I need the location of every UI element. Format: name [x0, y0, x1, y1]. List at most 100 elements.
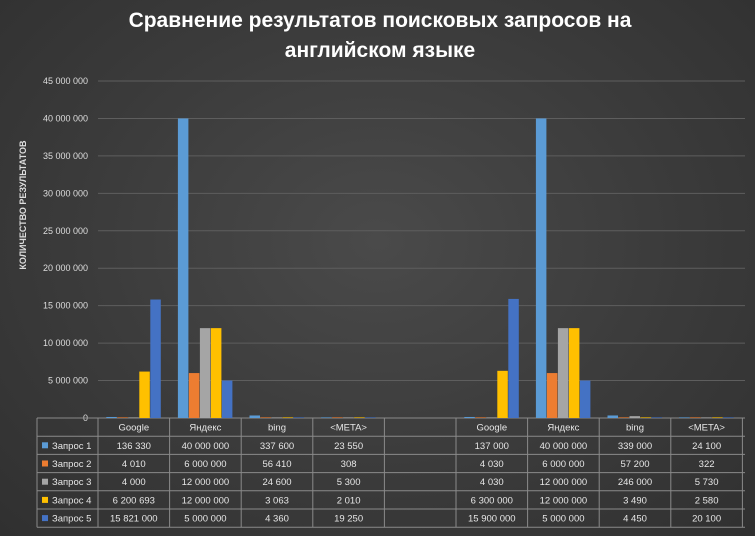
table-cell: 24 100 — [692, 441, 721, 452]
legend-label-1: Запрос 1 — [52, 441, 91, 452]
bar — [117, 417, 128, 418]
table-cell: 2 580 — [695, 495, 719, 506]
bar — [106, 416, 117, 418]
table-cell: 4 360 — [265, 514, 289, 525]
bar — [486, 417, 497, 418]
chart-title: Сравнение результатов поисковых запросов… — [60, 6, 700, 66]
table-cell: 246 000 — [618, 477, 652, 488]
legend-label-2: Запрос 2 — [52, 459, 91, 470]
bar — [629, 416, 640, 418]
bar — [282, 417, 293, 418]
x-category-label: Google — [118, 423, 149, 434]
table-cell: 5 300 — [337, 477, 361, 488]
bar — [271, 417, 282, 418]
bar — [139, 371, 150, 418]
legend-key-5 — [42, 515, 48, 522]
bar — [475, 417, 486, 418]
y-tick-label: 5 000 000 — [48, 376, 88, 386]
table-cell: 40 000 000 — [182, 441, 230, 452]
y-tick-label: 20 000 000 — [43, 263, 88, 273]
legend-key-4 — [42, 496, 48, 503]
table-cell: 6 300 000 — [471, 495, 513, 506]
bar — [723, 417, 734, 418]
table-cell: 4 030 — [480, 459, 504, 470]
bar — [293, 417, 304, 418]
legend-key-2 — [42, 460, 48, 467]
table-cell: 2 010 — [337, 495, 361, 506]
table-cell: 3 490 — [623, 495, 647, 506]
table-cell: 15 821 000 — [110, 514, 158, 525]
bar — [618, 417, 629, 418]
table-cell: 339 000 — [618, 441, 652, 452]
bar — [557, 328, 569, 418]
legend-label-3: Запрос 3 — [52, 477, 91, 488]
table-cell: 337 600 — [260, 441, 294, 452]
table-cell: 12 000 000 — [182, 477, 230, 488]
bar — [210, 328, 222, 418]
table-cell: 4 450 — [623, 514, 647, 525]
table-cell: 19 250 — [334, 514, 363, 525]
table-cell: 308 — [341, 459, 357, 470]
table-cell: 4 010 — [122, 459, 146, 470]
bar — [579, 380, 591, 418]
legend-key-3 — [42, 478, 48, 485]
chart-title-line-1: Сравнение результатов поисковых запросов… — [128, 9, 632, 32]
bar — [464, 416, 475, 418]
bar — [354, 417, 365, 418]
bar — [712, 417, 723, 418]
bar — [701, 417, 712, 418]
table-cell: 57 200 — [620, 459, 649, 470]
bar — [332, 417, 343, 418]
bar — [679, 417, 690, 418]
bar — [651, 417, 662, 418]
table-cell: 6 200 693 — [113, 495, 155, 506]
y-tick-label: 30 000 000 — [43, 188, 88, 198]
bar — [177, 118, 189, 418]
bar — [221, 380, 233, 418]
y-tick-label: 35 000 000 — [43, 151, 88, 161]
table-cell: 6 000 000 — [542, 459, 584, 470]
table-cell: 6 000 000 — [184, 459, 226, 470]
table-cell: 20 100 — [692, 514, 721, 525]
bar — [249, 415, 260, 418]
bar — [497, 370, 508, 418]
x-category-label: bing — [626, 423, 644, 434]
bar — [690, 417, 701, 418]
x-category-label: Яндекс — [189, 423, 221, 434]
bar — [188, 373, 200, 418]
table-cell: 4 030 — [480, 477, 504, 488]
chart-title-line-2: английском языке — [284, 39, 476, 62]
y-tick-label: 25 000 000 — [43, 226, 88, 236]
bar — [508, 298, 519, 418]
legend-label-4: Запрос 4 — [52, 495, 91, 506]
table-cell: 5 000 000 — [542, 514, 584, 525]
y-tick-label: 40 000 000 — [43, 113, 88, 123]
x-category-label: Яндекс — [547, 423, 579, 434]
x-category-label: bing — [268, 423, 286, 434]
table-cell: 12 000 000 — [182, 495, 230, 506]
bar — [365, 417, 376, 418]
legend-label-5: Запрос 5 — [52, 514, 91, 525]
x-category-label: <META> — [688, 423, 725, 434]
bar — [343, 417, 354, 418]
bar — [568, 328, 580, 418]
table-cell: 322 — [699, 459, 715, 470]
table-cell: 137 000 — [475, 441, 509, 452]
bar — [607, 415, 618, 418]
table-cell: 136 330 — [117, 441, 151, 452]
table-cell: 12 000 000 — [540, 477, 588, 488]
x-category-label: Google — [476, 423, 507, 434]
x-category-label: <META> — [330, 423, 367, 434]
table-cell: 24 600 — [262, 477, 291, 488]
y-tick-label: 15 000 000 — [43, 301, 88, 311]
bar — [128, 417, 139, 418]
bar — [150, 299, 161, 418]
table-cell: 4 000 — [122, 477, 146, 488]
legend-key-1 — [42, 442, 48, 449]
bar — [260, 417, 271, 418]
table-cell: 15 900 000 — [468, 514, 516, 525]
table-cell: 12 000 000 — [540, 495, 588, 506]
table-cell: 5 000 000 — [184, 514, 226, 525]
